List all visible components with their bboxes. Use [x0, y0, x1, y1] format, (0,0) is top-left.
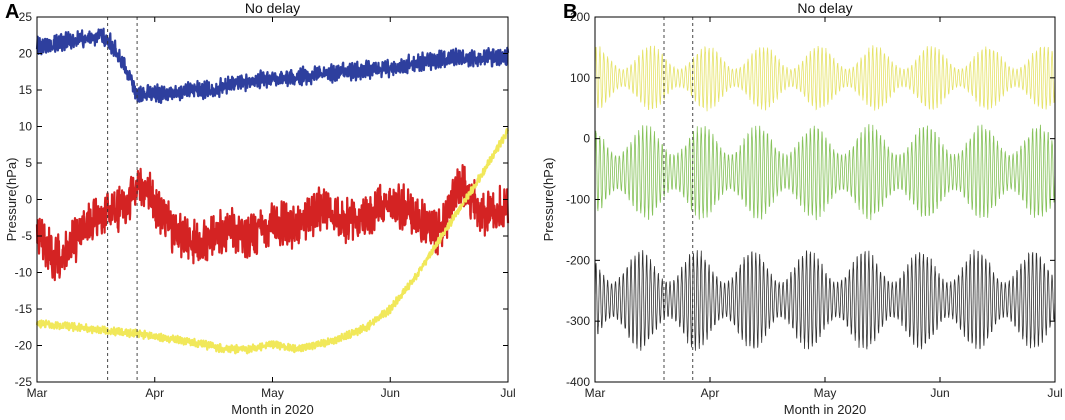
y-tick-label: 10: [19, 120, 33, 134]
x-tick-label: Apr: [701, 386, 720, 400]
x-tick-label: Jul: [1047, 386, 1062, 400]
y-tick-label: 0: [25, 193, 32, 207]
y-tick-label: -25: [15, 375, 33, 389]
y-tick-label: -100: [566, 193, 590, 207]
y-tick-label: -20: [15, 339, 33, 353]
x-tick-label: Apr: [145, 386, 164, 400]
panel-b: Mar Apr May Jun Jul -400-300-200-1000100200 …: [541, 0, 1063, 417]
series-line-yellow: [35, 128, 510, 355]
y-tick-label: -10: [15, 266, 33, 280]
series-line-red: [35, 164, 510, 282]
panel-a-x-axis-label: Month in 2020: [231, 402, 313, 417]
x-tick-label: May: [814, 386, 837, 400]
panel-a-y-ticks: -25 -20 -15 -10 -5 0 5 10 15 20 25: [15, 10, 508, 389]
y-tick-label: 25: [19, 10, 33, 24]
y-tick-label: -400: [566, 375, 590, 389]
panel-b-series: [594, 45, 1056, 351]
panel-b-x-ticks: Mar Apr May Jun Jul: [585, 17, 1063, 400]
panel-a-label: A: [5, 1, 19, 23]
series-line-blue: [35, 27, 510, 104]
panel-b-title: No delay: [797, 0, 852, 16]
panel-a-reference-lines: [107, 17, 138, 382]
series-line-yellow: [594, 45, 1056, 112]
y-tick-label: -200: [566, 253, 590, 267]
y-tick-label: 200: [570, 10, 590, 24]
y-tick-label: 20: [19, 47, 33, 61]
panel-a-y-axis-label: Pressure(hPa): [4, 158, 19, 242]
x-tick-label: Jul: [500, 386, 515, 400]
panel-b-label: B: [563, 1, 577, 23]
y-tick-label: -5: [21, 229, 32, 243]
y-tick-label: -300: [566, 314, 590, 328]
y-tick-label: -15: [15, 302, 33, 316]
series-line-green: [594, 124, 1056, 221]
x-tick-label: Mar: [585, 386, 606, 400]
y-tick-label: 5: [25, 156, 32, 170]
panel-a-series: [35, 27, 510, 355]
panel-a: Mar Apr May Jun Jul -25 -20 -15 -10 -5 0 5 10 15 20 25…: [4, 0, 516, 417]
x-tick-label: May: [261, 386, 284, 400]
x-tick-label: Jun: [381, 386, 400, 400]
series-line-black: [594, 249, 1056, 351]
panel-b-y-ticks: -400 -300 -200 -100 0 100 200: [566, 10, 1055, 389]
y-tick-label: 15: [19, 83, 33, 97]
panel-b-reference-lines: [663, 17, 694, 382]
x-tick-label: Mar: [27, 386, 48, 400]
panel-b-x-axis-label: Month in 2020: [784, 402, 866, 417]
panel-b-y-axis-label: Pressure(hPa): [541, 158, 556, 242]
y-tick-label: 100: [570, 71, 590, 85]
panel-a-x-ticks: Mar Apr May Jun Jul: [27, 17, 516, 400]
y-tick-label: 0: [583, 132, 590, 146]
x-tick-label: Jun: [930, 386, 949, 400]
panel-a-title: No delay: [245, 0, 300, 16]
